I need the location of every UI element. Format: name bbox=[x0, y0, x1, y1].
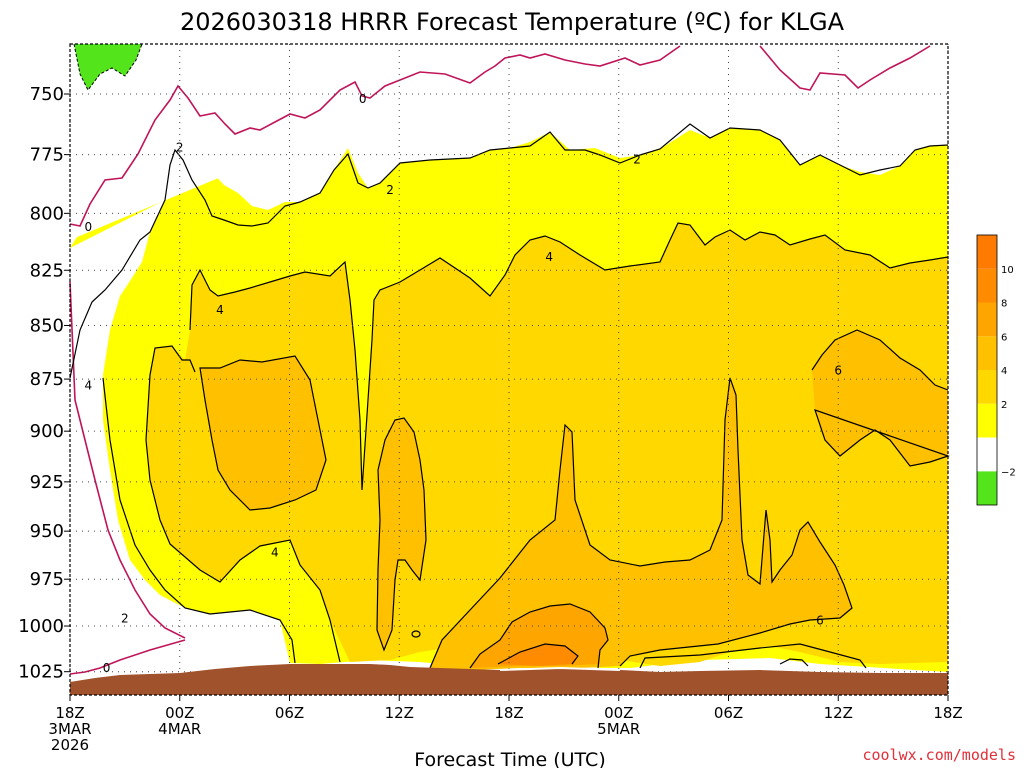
y-tick-label: 800 bbox=[30, 203, 64, 224]
contour-label: 2 bbox=[176, 140, 184, 154]
colorbar-tick-label: 4 bbox=[1001, 366, 1007, 377]
fill-below-minus2c bbox=[74, 44, 142, 90]
colorbar-segment bbox=[977, 403, 997, 438]
contour-8c-small bbox=[779, 658, 809, 667]
contour-label: 0 bbox=[84, 220, 92, 234]
colorbar-segment bbox=[977, 370, 997, 404]
x-tick-label: 18Z bbox=[494, 704, 523, 722]
y-tick-label: 1025 bbox=[18, 662, 64, 683]
colorbar-tick-label: 10 bbox=[1001, 265, 1014, 276]
x-tick-label: 18Z bbox=[933, 704, 962, 722]
contour-10c bbox=[497, 643, 579, 665]
contour-6c-left bbox=[199, 355, 327, 511]
x-tick-label: 3MAR bbox=[48, 720, 91, 738]
fill-above-4c bbox=[146, 223, 948, 666]
contour-0c-upper bbox=[69, 45, 931, 227]
x-tick-label: 00Z bbox=[604, 704, 633, 722]
y-tick-label: 825 bbox=[30, 260, 64, 281]
contour-label: 0 bbox=[103, 661, 111, 675]
colorbar-segment bbox=[977, 302, 997, 337]
y-tick-label: 775 bbox=[30, 145, 64, 166]
x-axis-label: Forecast Time (UTC) bbox=[414, 749, 605, 768]
colorbar-segment bbox=[977, 336, 997, 370]
contour-8c bbox=[469, 603, 609, 669]
x-tick-label: 12Z bbox=[824, 704, 853, 722]
colorbar-tick-label: 6 bbox=[1001, 332, 1007, 343]
colorbar-tick-label: −2 bbox=[1001, 467, 1016, 478]
contour-label: 4 bbox=[216, 303, 224, 317]
terrain-ground bbox=[70, 664, 948, 695]
y-tick-label: 950 bbox=[30, 521, 64, 542]
x-tick-label: 06Z bbox=[714, 704, 743, 722]
contour-label: 6 bbox=[816, 613, 824, 627]
y-axis-ticks: 750 775 800 825 850 875 900 925 950 975 1000 1025 bbox=[18, 84, 70, 683]
fill-above-6c-left bbox=[200, 356, 326, 510]
fill-above-6c-bottom bbox=[430, 378, 852, 670]
x-tick-label: 18Z bbox=[55, 704, 84, 722]
colorbar-tick-label: 8 bbox=[1001, 299, 1007, 310]
fill-above-6c-spike bbox=[377, 418, 426, 650]
x-tick-label: 00Z bbox=[165, 704, 194, 722]
x-tick-label: 06Z bbox=[275, 704, 304, 722]
contour-2c-upper bbox=[69, 123, 949, 379]
colorbar-segment bbox=[977, 437, 997, 472]
contour-6c-right bbox=[811, 329, 950, 467]
credit-text: coolwx.com/models bbox=[862, 746, 1016, 764]
contour-label: 6 bbox=[834, 364, 842, 378]
fill-above-10c bbox=[498, 644, 578, 666]
contour-4c-main bbox=[145, 345, 341, 663]
contour-4c-upper bbox=[189, 222, 949, 491]
colorbar-tick-label: 2 bbox=[1001, 400, 1007, 411]
colorbar-segment bbox=[977, 471, 997, 505]
contour-2c-lower bbox=[102, 377, 296, 664]
y-tick-label: 900 bbox=[30, 421, 64, 442]
y-tick-label: 975 bbox=[30, 569, 64, 590]
contour-label: 0 bbox=[359, 92, 367, 106]
y-tick-label: 1000 bbox=[18, 616, 64, 637]
contour-6c-bottom bbox=[429, 377, 853, 669]
contour-label: 2 bbox=[121, 612, 129, 626]
x-tick-label: 12Z bbox=[385, 704, 414, 722]
contour-label: 4 bbox=[271, 545, 279, 559]
plot-area bbox=[69, 43, 950, 696]
x-tick-label: 5MAR bbox=[597, 720, 640, 738]
contour-6c-spike bbox=[376, 417, 427, 652]
contour-minus2c bbox=[73, 43, 143, 91]
chart-title: 2026030318 HRRR Forecast Temperature (ºC… bbox=[180, 8, 845, 36]
terrain-highlight bbox=[499, 666, 621, 671]
contour-label: 4 bbox=[545, 250, 553, 264]
contour-6c-low-ring bbox=[639, 643, 867, 669]
contour-labels: 0 0 0 2 2 2 2 4 4 4 4 6 6 bbox=[84, 92, 842, 675]
y-tick-label: 850 bbox=[30, 315, 64, 336]
fill-above-6c-right bbox=[812, 330, 948, 466]
x-tick-label: 4MAR bbox=[158, 720, 201, 738]
contour-label: 2 bbox=[633, 152, 641, 166]
contour-label: 2 bbox=[386, 183, 394, 197]
y-tick-label: 925 bbox=[30, 472, 64, 493]
y-tick-label: 750 bbox=[30, 84, 64, 105]
contour-lines bbox=[69, 43, 950, 675]
contour-label: 4 bbox=[84, 378, 92, 392]
contour-tiny-ring bbox=[411, 630, 421, 638]
colorbar-border bbox=[976, 234, 998, 506]
contour-0c-lower bbox=[69, 281, 186, 675]
colorbar-segment bbox=[977, 268, 997, 303]
x-tick-label: 2026 bbox=[51, 736, 89, 754]
colorbar: −2 2 4 6 8 10 bbox=[976, 234, 1016, 506]
colorbar-segment bbox=[977, 235, 997, 269]
y-tick-label: 875 bbox=[30, 369, 64, 390]
